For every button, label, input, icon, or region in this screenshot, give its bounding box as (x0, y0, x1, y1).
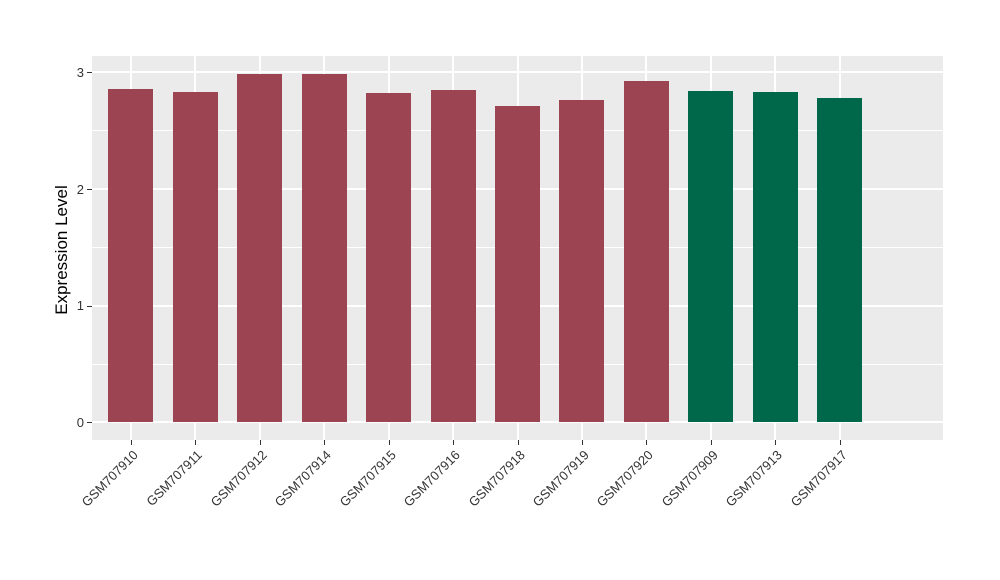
x-tick-mark (453, 440, 455, 445)
bar-GSM707909 (688, 91, 733, 423)
bar-GSM707916 (431, 89, 476, 423)
x-tick-mark (324, 440, 326, 445)
y-tick-mark (87, 305, 92, 307)
y-tick-mark (87, 72, 92, 74)
x-tick-label-GSM707914: GSM707914 (271, 447, 334, 510)
x-tick-label-GSM707911: GSM707911 (143, 447, 206, 509)
bar-GSM707911 (173, 92, 218, 423)
x-tick-label-GSM707919: GSM707919 (529, 447, 592, 510)
x-tick-label-GSM707913: GSM707913 (723, 447, 786, 510)
x-tick-mark (130, 440, 132, 445)
x-tick-mark (517, 440, 519, 445)
bar-GSM707919 (559, 100, 604, 423)
x-tick-label-GSM707912: GSM707912 (207, 447, 270, 510)
plot-panel (92, 56, 943, 440)
x-tick-mark (646, 440, 648, 445)
x-tick-label-GSM707916: GSM707916 (400, 447, 463, 510)
x-tick-label-GSM707915: GSM707915 (336, 447, 399, 510)
x-tick-mark (581, 440, 583, 445)
bar-GSM707914 (302, 73, 347, 423)
x-tick-label-GSM707918: GSM707918 (465, 447, 528, 510)
x-tick-label-GSM707920: GSM707920 (594, 447, 657, 510)
bar-GSM707917 (817, 98, 862, 423)
x-tick-mark (775, 440, 777, 445)
x-tick-mark (839, 440, 841, 445)
x-tick-mark (388, 440, 390, 445)
y-tick-label-1: 1 (76, 298, 84, 314)
bar-GSM707913 (753, 92, 798, 423)
bar-GSM707920 (624, 80, 669, 423)
y-tick-mark (87, 189, 92, 191)
y-tick-label-2: 2 (76, 181, 84, 197)
y-tick-label-3: 3 (76, 64, 84, 80)
x-tick-label-GSM707917: GSM707917 (787, 447, 850, 510)
bar-GSM707910 (108, 88, 153, 423)
y-tick-label-0: 0 (76, 414, 84, 430)
bar-GSM707918 (495, 106, 540, 423)
x-tick-mark (195, 440, 197, 445)
y-tick-mark (87, 422, 92, 424)
x-tick-mark (259, 440, 261, 445)
bar-GSM707915 (366, 93, 411, 423)
x-tick-label-GSM707909: GSM707909 (658, 447, 721, 510)
y-axis-title: Expression Level (52, 185, 71, 315)
bar-GSM707912 (237, 73, 282, 423)
x-tick-label-GSM707910: GSM707910 (78, 447, 141, 510)
x-tick-mark (710, 440, 712, 445)
